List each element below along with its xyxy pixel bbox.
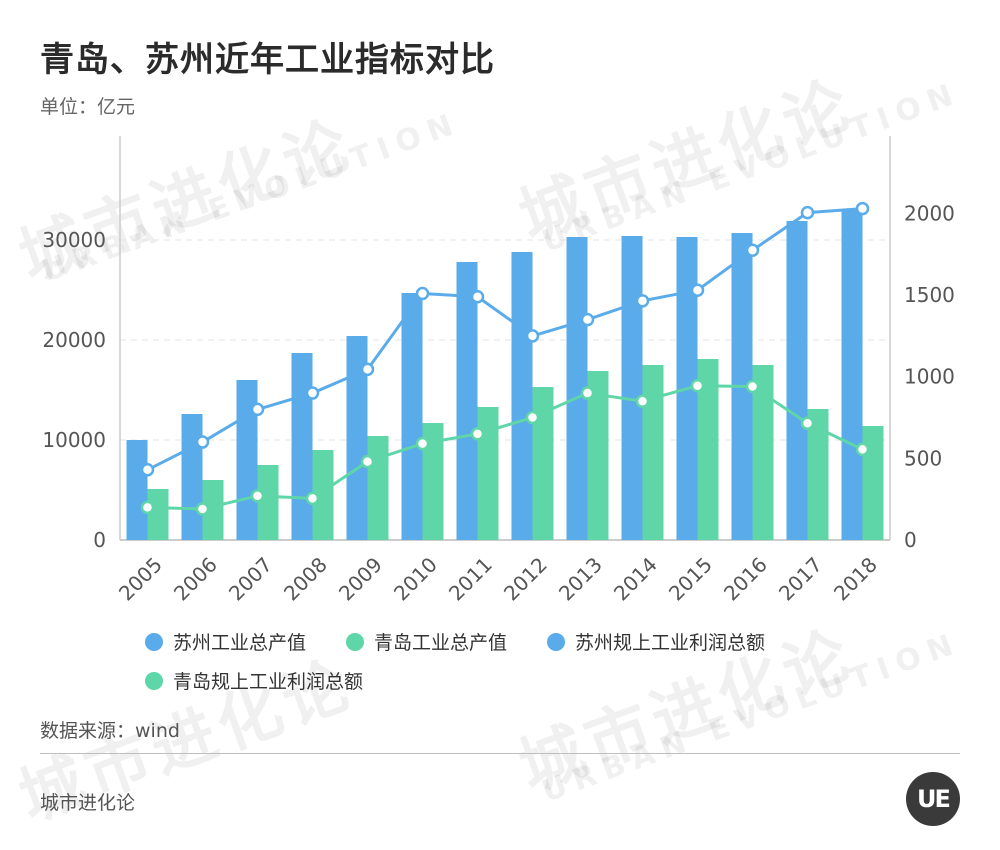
x-tick-label: 2012 <box>499 552 552 605</box>
legend-label: 苏州规上工业利润总额 <box>575 632 766 654</box>
bar-qingdao-output <box>147 489 169 540</box>
point-suzhou-profit <box>855 201 870 216</box>
point-suzhou-profit <box>195 435 210 449</box>
x-tick-label: 2005 <box>114 552 167 605</box>
legend-item[interactable]: 青岛规上工业利润总额 <box>145 667 363 694</box>
point-qingdao-profit <box>250 489 265 503</box>
point-qingdao-profit <box>745 379 760 394</box>
left-tick-label: 0 <box>93 528 106 552</box>
bar-qingdao-output <box>587 371 609 540</box>
legend-label: 青岛工业总产值 <box>374 632 508 654</box>
bar-suzhou-output <box>126 440 148 540</box>
point-suzhou-profit <box>800 205 815 220</box>
bar-suzhou-output <box>291 353 313 540</box>
x-tick-label: 2009 <box>334 552 387 605</box>
x-tick-label: 2016 <box>719 552 772 605</box>
bar-suzhou-output <box>511 252 533 540</box>
legend-item[interactable]: 苏州规上工业利润总额 <box>547 628 765 655</box>
legend-marker <box>145 671 163 690</box>
point-qingdao-profit <box>580 386 595 400</box>
bar-qingdao-output <box>642 365 664 540</box>
right-tick-label: 2000 <box>904 201 955 225</box>
bar-suzhou-output <box>181 414 203 540</box>
point-suzhou-profit <box>525 329 540 343</box>
point-suzhou-profit <box>360 362 375 377</box>
bar-qingdao-output <box>257 465 279 540</box>
x-tick-label: 2006 <box>169 552 222 605</box>
legend-marker <box>145 632 163 651</box>
legend-item[interactable]: 青岛工业总产值 <box>346 628 507 655</box>
legend-marker <box>346 632 365 651</box>
point-suzhou-profit <box>635 294 650 308</box>
bar-suzhou-output <box>401 293 423 540</box>
point-suzhou-profit <box>415 286 430 301</box>
bar-qingdao-output <box>532 387 554 540</box>
bar-suzhou-output <box>456 262 478 540</box>
source-note: 数据来源：wind <box>40 720 180 742</box>
point-suzhou-profit <box>580 312 595 327</box>
left-tick-label: 10000 <box>42 428 106 452</box>
brand-logo: UE <box>906 772 960 826</box>
legend: 苏州工业总产值 青岛工业总产值 苏州规上工业利润总额 青岛规上工业利润总额 <box>145 628 905 706</box>
bar-qingdao-output <box>202 480 224 540</box>
bar-suzhou-output <box>346 336 368 540</box>
left-tick-label: 30000 <box>42 228 106 252</box>
line-suzhou-profit <box>146 207 863 472</box>
x-tick-label: 2018 <box>829 552 882 605</box>
right-tick-label: 1500 <box>904 283 955 307</box>
bar-suzhou-output <box>566 237 588 540</box>
bar-qingdao-output <box>312 450 334 540</box>
x-tick-label: 2015 <box>664 552 717 605</box>
point-qingdao-profit <box>195 502 210 516</box>
point-qingdao-profit <box>305 491 320 506</box>
x-tick-label: 2010 <box>389 552 442 605</box>
unit-label: 单位：亿元 <box>40 96 136 118</box>
left-tick-label: 20000 <box>42 328 106 352</box>
point-qingdao-profit <box>525 410 540 425</box>
x-tick-label: 2017 <box>774 552 827 605</box>
point-qingdao-profit <box>800 416 815 431</box>
point-qingdao-profit <box>690 378 705 393</box>
point-qingdao-profit <box>635 394 650 408</box>
bar-qingdao-output <box>697 359 719 540</box>
right-tick-label: 0 <box>904 528 917 552</box>
point-qingdao-profit <box>360 454 375 469</box>
bar-suzhou-output <box>841 210 863 540</box>
x-tick-label: 2008 <box>279 552 332 605</box>
bar-qingdao-output <box>807 409 829 540</box>
point-suzhou-profit <box>305 386 320 400</box>
bar-qingdao-output <box>367 436 389 540</box>
brand-name: 城市进化论 <box>40 792 136 814</box>
point-suzhou-profit <box>470 289 485 304</box>
right-tick-label: 500 <box>904 446 942 470</box>
point-qingdao-profit <box>140 500 155 515</box>
point-suzhou-profit <box>250 402 265 417</box>
chart: 0 10000 20000 30000 0 500 1000 1500 2000 2005 2006… <box>42 136 955 605</box>
bar-qingdao-output <box>477 407 499 540</box>
point-suzhou-profit <box>745 243 760 257</box>
legend-marker <box>547 632 566 651</box>
bar-qingdao-output <box>752 365 774 540</box>
legend-item[interactable]: 苏州工业总产值 <box>145 628 306 655</box>
legend-label: 青岛规上工业利润总额 <box>173 671 364 693</box>
bar-qingdao-output <box>422 423 444 540</box>
divider <box>40 753 960 754</box>
point-qingdao-profit <box>855 442 870 457</box>
line-qingdao-profit <box>147 384 864 511</box>
point-qingdao-profit <box>415 436 430 451</box>
x-tick-label: 2014 <box>609 552 662 605</box>
right-tick-label: 1000 <box>904 365 955 389</box>
x-tick-label: 2011 <box>444 552 497 605</box>
point-suzhou-profit <box>690 283 705 297</box>
point-qingdao-profit <box>470 427 485 441</box>
bar-suzhou-output <box>621 236 643 540</box>
chart-title: 青岛、苏州近年工业指标对比 <box>40 40 495 80</box>
bar-qingdao-output <box>862 426 884 540</box>
x-tick-label: 2007 <box>224 552 277 605</box>
x-tick-label: 2013 <box>554 552 607 605</box>
bar-suzhou-output <box>786 221 808 540</box>
point-suzhou-profit <box>140 463 155 477</box>
legend-label: 苏州工业总产值 <box>173 632 307 654</box>
